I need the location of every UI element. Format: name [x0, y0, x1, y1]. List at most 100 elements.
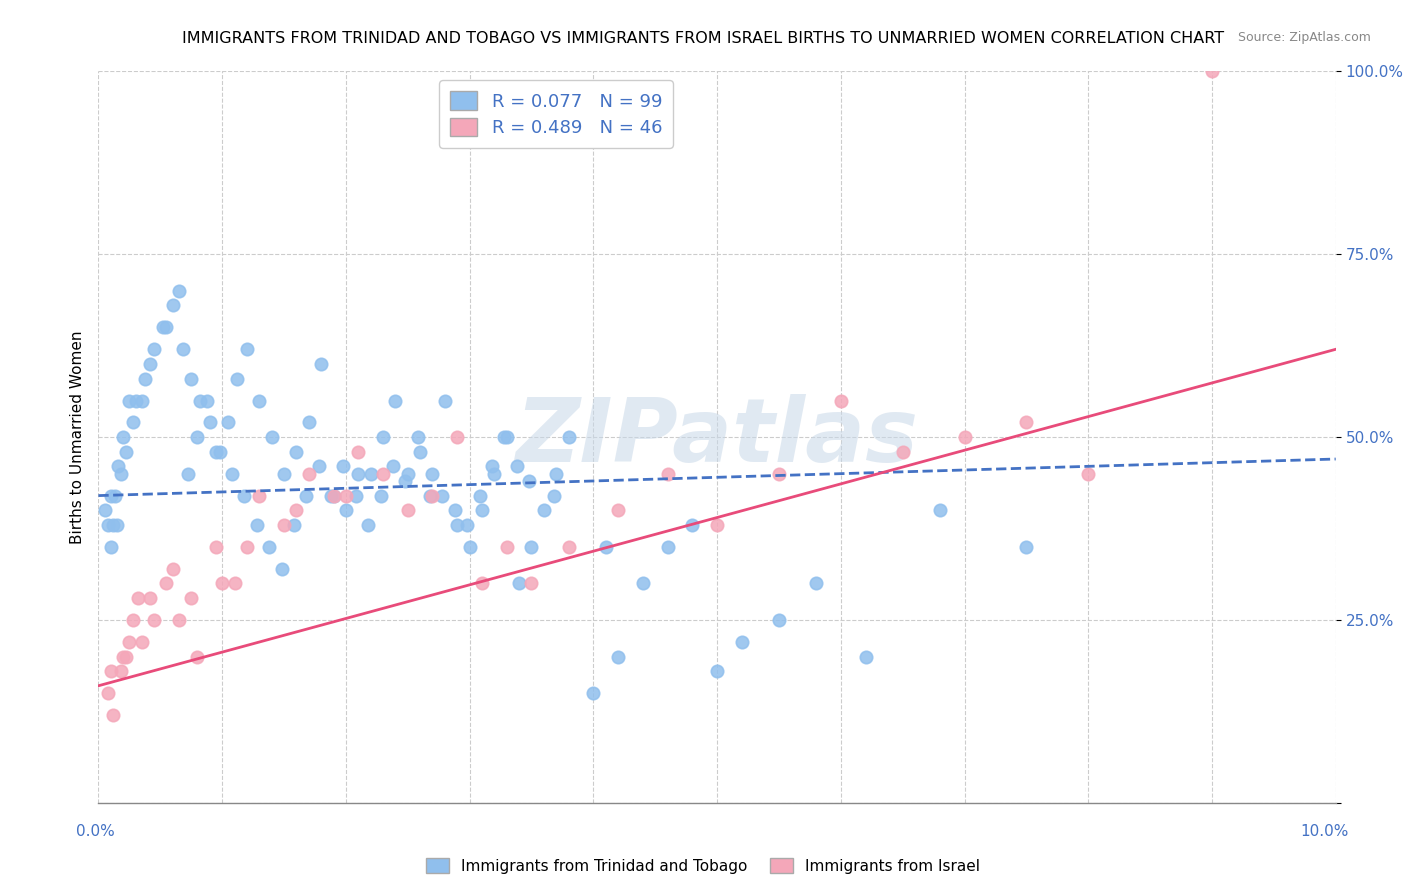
- Text: IMMIGRANTS FROM TRINIDAD AND TOBAGO VS IMMIGRANTS FROM ISRAEL BIRTHS TO UNMARRIE: IMMIGRANTS FROM TRINIDAD AND TOBAGO VS I…: [181, 31, 1225, 46]
- Point: [357, 517, 380, 532]
- Point: [1201, 64, 1223, 78]
- Point: [260, 430, 283, 444]
- Point: [706, 664, 728, 678]
- Point: [208, 444, 231, 458]
- Point: [273, 517, 295, 532]
- Point: [484, 467, 506, 481]
- Point: [285, 444, 308, 458]
- Point: [167, 284, 190, 298]
- Point: [139, 357, 162, 371]
- Point: [309, 357, 332, 371]
- Point: [830, 393, 852, 408]
- Point: [176, 467, 198, 481]
- Point: [112, 649, 135, 664]
- Point: [371, 467, 394, 481]
- Point: [211, 576, 233, 591]
- Point: [319, 489, 342, 503]
- Point: [657, 467, 679, 481]
- Point: [247, 489, 270, 503]
- Point: [371, 430, 394, 444]
- Point: [804, 576, 827, 591]
- Point: [731, 635, 754, 649]
- Point: [495, 540, 517, 554]
- Point: [533, 503, 555, 517]
- Point: [186, 649, 208, 664]
- Point: [508, 576, 530, 591]
- Point: [471, 576, 494, 591]
- Point: [557, 540, 579, 554]
- Point: [257, 540, 280, 554]
- Point: [233, 489, 256, 503]
- Legend: R = 0.077   N = 99, R = 0.489   N = 46: R = 0.077 N = 99, R = 0.489 N = 46: [439, 80, 673, 148]
- Point: [768, 613, 790, 627]
- Point: [394, 474, 416, 488]
- Point: [446, 517, 468, 532]
- Point: [283, 517, 305, 532]
- Point: [285, 503, 308, 517]
- Point: [155, 320, 177, 334]
- Point: [422, 489, 444, 503]
- Point: [180, 591, 202, 605]
- Point: [122, 416, 145, 430]
- Point: [114, 649, 136, 664]
- Point: [270, 562, 292, 576]
- Point: [347, 444, 370, 458]
- Point: [360, 467, 382, 481]
- Point: [370, 489, 392, 503]
- Point: [517, 474, 540, 488]
- Point: [582, 686, 605, 700]
- Point: [195, 393, 218, 408]
- Point: [188, 393, 211, 408]
- Point: [100, 540, 122, 554]
- Point: [110, 664, 132, 678]
- Point: [332, 459, 354, 474]
- Point: [471, 503, 494, 517]
- Point: [186, 430, 208, 444]
- Point: [131, 635, 153, 649]
- Point: [631, 576, 654, 591]
- Point: [344, 489, 367, 503]
- Point: [139, 591, 162, 605]
- Point: [1015, 416, 1038, 430]
- Point: [308, 459, 330, 474]
- Point: [143, 613, 166, 627]
- Point: [107, 459, 129, 474]
- Point: [768, 467, 790, 481]
- Point: [657, 540, 679, 554]
- Point: [406, 430, 429, 444]
- Point: [205, 444, 228, 458]
- Point: [557, 430, 579, 444]
- Point: [97, 517, 120, 532]
- Y-axis label: Births to Unmarried Women: Births to Unmarried Women: [69, 330, 84, 544]
- Point: [131, 393, 153, 408]
- Point: [520, 576, 543, 591]
- Point: [706, 517, 728, 532]
- Point: [143, 343, 166, 357]
- Point: [103, 517, 125, 532]
- Point: [134, 371, 156, 385]
- Point: [607, 649, 630, 664]
- Text: 0.0%: 0.0%: [76, 824, 115, 838]
- Point: [103, 489, 125, 503]
- Point: [118, 393, 141, 408]
- Point: [112, 430, 135, 444]
- Point: [162, 562, 184, 576]
- Point: [433, 393, 456, 408]
- Point: [180, 371, 202, 385]
- Point: [100, 664, 122, 678]
- Point: [226, 371, 249, 385]
- Point: [155, 576, 177, 591]
- Point: [93, 503, 115, 517]
- Point: [97, 686, 120, 700]
- Point: [124, 393, 146, 408]
- Point: [347, 467, 370, 481]
- Point: [396, 503, 419, 517]
- Point: [335, 503, 357, 517]
- Point: [322, 489, 344, 503]
- Point: [247, 393, 270, 408]
- Point: [110, 467, 132, 481]
- Point: [607, 503, 630, 517]
- Point: [409, 444, 432, 458]
- Point: [468, 489, 491, 503]
- Point: [103, 708, 125, 723]
